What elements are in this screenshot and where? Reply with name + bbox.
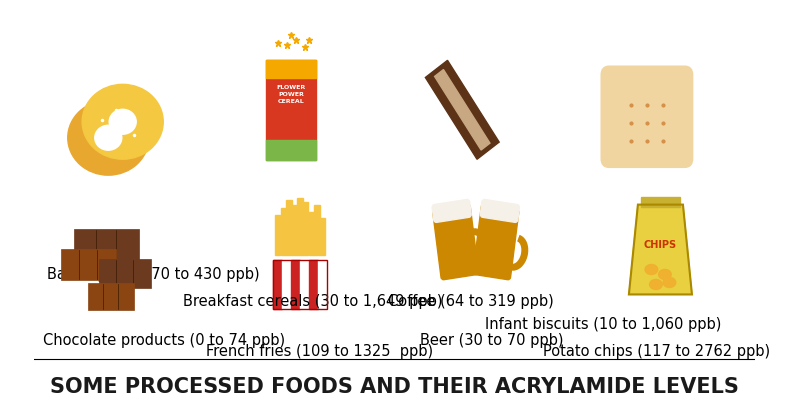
Text: Coffee (64 to 319 ppb): Coffee (64 to 319 ppb)	[387, 294, 554, 310]
FancyBboxPatch shape	[292, 205, 298, 254]
Text: Potato chips (117 to 2762 ppb): Potato chips (117 to 2762 ppb)	[543, 344, 770, 359]
Ellipse shape	[68, 100, 149, 175]
FancyBboxPatch shape	[266, 60, 316, 78]
FancyBboxPatch shape	[266, 60, 316, 160]
FancyBboxPatch shape	[602, 67, 692, 167]
Text: Breakfast cereals (30 to 1,649 ppb): Breakfast cereals (30 to 1,649 ppb)	[183, 294, 442, 310]
FancyBboxPatch shape	[309, 212, 314, 254]
FancyBboxPatch shape	[309, 260, 318, 310]
FancyBboxPatch shape	[298, 198, 303, 254]
FancyBboxPatch shape	[318, 260, 327, 310]
Text: French fries (109 to 1325  ppb): French fries (109 to 1325 ppb)	[206, 344, 433, 359]
FancyBboxPatch shape	[426, 60, 499, 159]
FancyBboxPatch shape	[74, 228, 139, 266]
FancyBboxPatch shape	[314, 205, 320, 254]
Ellipse shape	[94, 125, 122, 150]
Text: Beer (30 to 70 ppb): Beer (30 to 70 ppb)	[420, 333, 563, 348]
FancyBboxPatch shape	[434, 70, 490, 150]
FancyBboxPatch shape	[281, 208, 286, 254]
FancyBboxPatch shape	[87, 284, 134, 310]
FancyBboxPatch shape	[303, 202, 309, 254]
Text: Infant biscuits (10 to 1,060 ppb): Infant biscuits (10 to 1,060 ppb)	[485, 317, 721, 332]
FancyBboxPatch shape	[266, 140, 316, 160]
FancyBboxPatch shape	[273, 260, 282, 310]
Text: Chocolate products (0 to 74 ppb): Chocolate products (0 to 74 ppb)	[43, 333, 286, 348]
FancyBboxPatch shape	[300, 260, 309, 310]
Polygon shape	[629, 205, 692, 294]
FancyBboxPatch shape	[473, 204, 518, 280]
Ellipse shape	[663, 278, 676, 288]
FancyBboxPatch shape	[286, 200, 291, 254]
FancyBboxPatch shape	[320, 218, 326, 254]
Text: Baked goods (70 to 430 ppb): Baked goods (70 to 430 ppb)	[47, 268, 260, 282]
Ellipse shape	[109, 109, 136, 134]
FancyBboxPatch shape	[61, 248, 117, 280]
FancyBboxPatch shape	[282, 260, 291, 310]
Ellipse shape	[645, 264, 658, 274]
Text: FLOWER
POWER
CEREAL: FLOWER POWER CEREAL	[277, 85, 306, 104]
FancyBboxPatch shape	[641, 197, 680, 207]
FancyBboxPatch shape	[480, 200, 519, 222]
FancyBboxPatch shape	[432, 200, 471, 222]
Ellipse shape	[82, 84, 163, 159]
Text: SOME PROCESSED FOODS AND THEIR ACRYLAMIDE LEVELS: SOME PROCESSED FOODS AND THEIR ACRYLAMID…	[50, 377, 739, 397]
Ellipse shape	[650, 280, 662, 290]
FancyBboxPatch shape	[99, 258, 150, 288]
Ellipse shape	[658, 270, 671, 280]
FancyBboxPatch shape	[275, 214, 280, 254]
FancyBboxPatch shape	[291, 260, 300, 310]
Text: CHIPS: CHIPS	[644, 240, 677, 250]
FancyBboxPatch shape	[433, 204, 478, 280]
